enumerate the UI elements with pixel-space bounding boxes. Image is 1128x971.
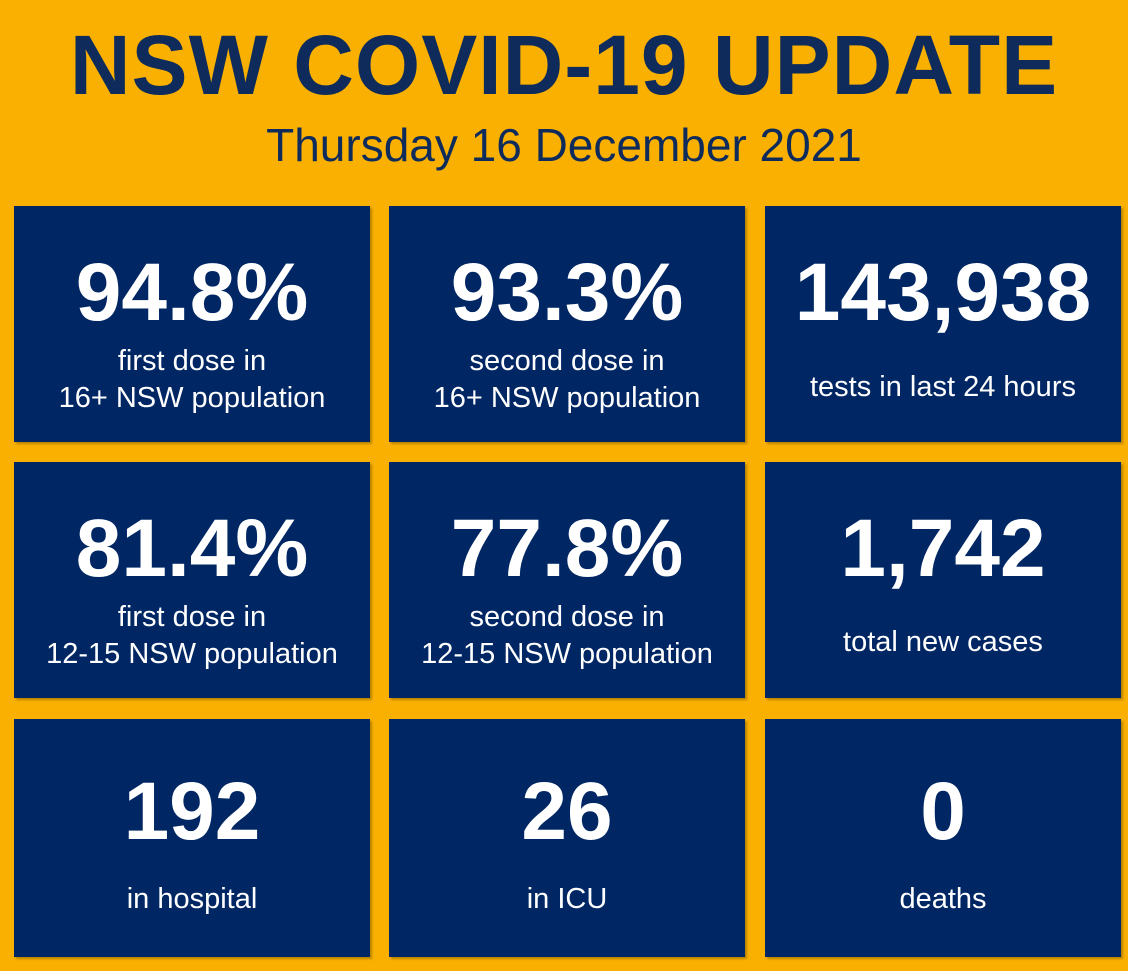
stat-label: second dose in 12-15 NSW population <box>389 599 745 673</box>
stat-label-line-1: in hospital <box>126 883 258 915</box>
stat-value: 26 <box>521 766 613 857</box>
stat-tile-first-dose-16plus: 94.8% first dose in 16+ NSW population <box>14 206 370 442</box>
stat-label-line-1: deaths <box>899 883 987 915</box>
stat-label: second dose in 16+ NSW population <box>389 343 745 417</box>
page-title: NSW COVID-19 UPDATE <box>69 18 1059 112</box>
stat-tile-hospital: 192 in hospital <box>14 719 370 957</box>
stat-tile-second-dose-12-15: 77.8% second dose in 12-15 NSW populatio… <box>389 462 745 698</box>
page-date: Thursday 16 December 2021 <box>266 119 862 171</box>
stat-label: in ICU <box>389 881 745 918</box>
stat-label: tests in last 24 hours <box>765 369 1121 406</box>
stat-value: 143,938 <box>794 247 1092 338</box>
stat-label-line-1: in ICU <box>526 883 608 915</box>
stat-label-line-1: total new cases <box>843 626 1043 658</box>
stat-value: 94.8% <box>75 247 309 338</box>
stat-tile-new-cases: 1,742 total new cases <box>765 462 1121 698</box>
stat-label: deaths <box>765 881 1121 918</box>
stat-tile-icu: 26 in ICU <box>389 719 745 957</box>
stat-label: first dose in 16+ NSW population <box>14 343 370 417</box>
stat-value: 77.8% <box>450 503 684 594</box>
stat-label: first dose in 12-15 NSW population <box>14 599 370 673</box>
stat-tile-first-dose-12-15: 81.4% first dose in 12-15 NSW population <box>14 462 370 698</box>
stat-label-line-1: tests in last 24 hours <box>810 371 1076 403</box>
stat-tile-deaths: 0 deaths <box>765 719 1121 957</box>
stat-value: 81.4% <box>75 503 309 594</box>
stat-label: total new cases <box>765 624 1121 661</box>
stat-label-line-1: second dose in <box>469 601 665 633</box>
stat-value: 1,742 <box>840 503 1046 594</box>
stat-tile-second-dose-16plus: 93.3% second dose in 16+ NSW population <box>389 206 745 442</box>
stat-label-line-2: 16+ NSW population <box>58 382 326 414</box>
stat-label-line-2: 16+ NSW population <box>433 382 701 414</box>
stat-label-line-1: first dose in <box>117 345 267 377</box>
stat-label-line-1: second dose in <box>469 345 665 377</box>
stat-label-line-2: 12-15 NSW population <box>46 638 338 670</box>
stat-value: 93.3% <box>450 247 684 338</box>
stat-label-line-1: first dose in <box>117 601 267 633</box>
stat-value: 0 <box>920 766 966 857</box>
stat-label: in hospital <box>14 881 370 918</box>
stat-tile-tests: 143,938 tests in last 24 hours <box>765 206 1121 442</box>
stat-label-line-2: 12-15 NSW population <box>421 638 713 670</box>
stat-value: 192 <box>123 766 261 857</box>
